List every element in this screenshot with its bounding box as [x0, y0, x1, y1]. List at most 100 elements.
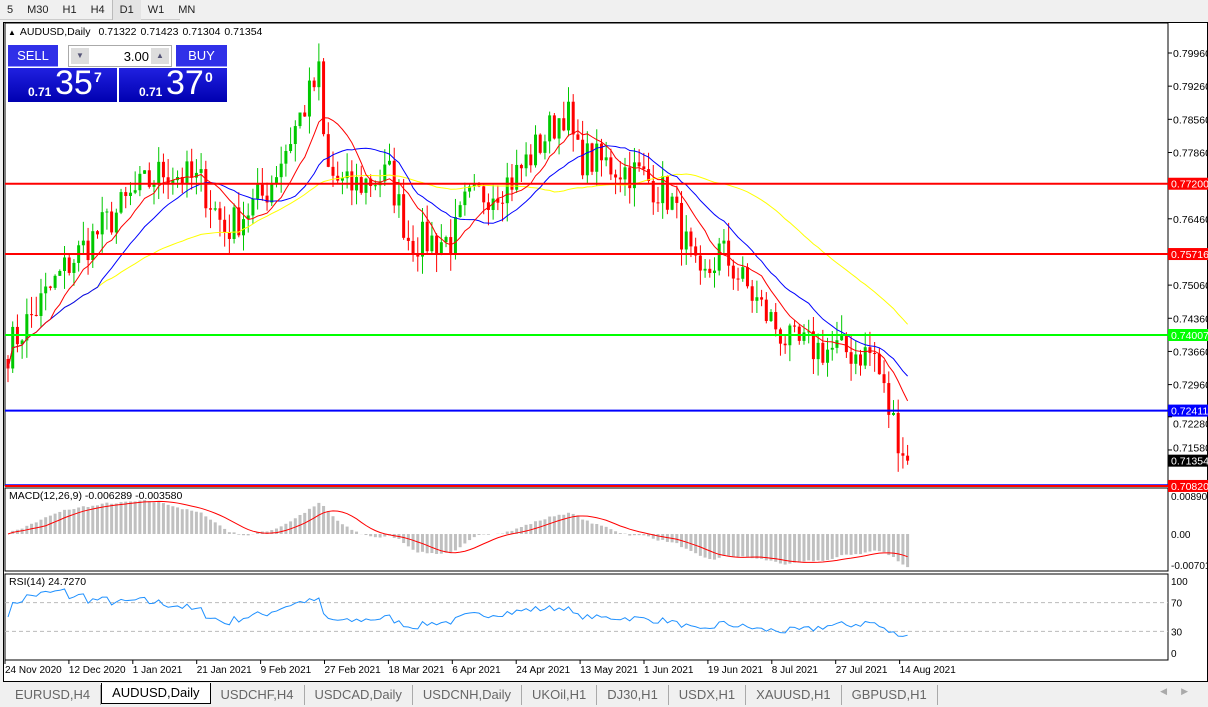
tab-audusd-daily[interactable]: AUDUSD,Daily [101, 683, 211, 704]
macd-bar [67, 509, 71, 534]
candle-body [185, 161, 189, 184]
candle-body [552, 115, 556, 139]
timeframe-w1[interactable]: W1 [147, 4, 165, 16]
macd-bar [887, 534, 891, 556]
sell-price[interactable]: 0.71 35 7 [8, 64, 117, 102]
candle-body [661, 176, 665, 204]
lot-input[interactable] [91, 47, 149, 65]
macd-bar [95, 505, 99, 534]
macd-tick-label: 0.00 [1171, 530, 1191, 541]
candle-body [416, 253, 420, 257]
candle-body [383, 164, 387, 182]
candle-body [232, 207, 236, 239]
lot-decrease-icon[interactable]: ▼ [71, 48, 89, 64]
price-tick-label: 0.71580 [1173, 443, 1208, 455]
macd-bar [166, 504, 170, 534]
candle-body [524, 154, 528, 169]
timeframe-h4[interactable]: H4 [90, 4, 105, 16]
tab-ukoil-h1[interactable]: UKOil,H1 [522, 685, 598, 705]
macd-bar [124, 501, 128, 534]
candle-body [6, 359, 10, 369]
candle-body [901, 453, 905, 456]
candle [284, 144, 288, 177]
candle [180, 167, 184, 194]
candle [105, 208, 109, 230]
candle-body [53, 275, 57, 288]
candle-body [39, 293, 43, 316]
candle [30, 296, 34, 328]
candle [778, 327, 782, 356]
candle-body [425, 221, 429, 252]
price-chart[interactable]: 0.77200 0.75716 0.74007 0.72411 0.70820 0.799… [0, 0, 1208, 683]
macd-bar [110, 503, 114, 534]
tab-gbpusd-h1[interactable]: GBPUSD,H1 [842, 685, 938, 705]
level-label-bg [1168, 479, 1208, 492]
buy-price[interactable]: 0.71 37 0 [119, 64, 227, 102]
timeframe-mn[interactable]: MN [178, 4, 196, 16]
date-tick-label: 6 Apr 2021 [452, 665, 501, 676]
macd-bar [647, 534, 651, 537]
tab-usdchf-h4[interactable]: USDCHF,H4 [211, 685, 305, 705]
lot-increase-icon[interactable]: ▲ [151, 48, 169, 64]
candle [566, 87, 570, 137]
tab-usdx-h1[interactable]: USDX,H1 [669, 685, 747, 705]
tab-usdcnh-daily[interactable]: USDCNH,Daily [413, 685, 523, 705]
candle-body [194, 172, 198, 178]
macd-bar [609, 529, 613, 534]
timeframe-5[interactable]: 5 [7, 4, 14, 16]
rsi-tick-label: 0 [1171, 649, 1177, 660]
lot-stepper[interactable]: ▼ ▲ [68, 45, 172, 67]
candle [571, 94, 575, 152]
timeframe-d1[interactable]: D1 [111, 0, 141, 20]
tab-eurusd-h4[interactable]: EURUSD,H4 [5, 685, 102, 705]
tab-xauusd-h1[interactable]: XAUUSD,H1 [746, 685, 842, 705]
tab-scroll-arrows[interactable]: ◀▶ [1160, 686, 1202, 696]
macd-bar [274, 528, 278, 534]
candle-body [284, 150, 288, 164]
candle-body [566, 101, 570, 131]
candle [345, 153, 349, 189]
macd-bar [482, 534, 486, 535]
candle [760, 289, 764, 307]
candle-body [840, 334, 844, 341]
tab-usdcad-daily[interactable]: USDCAD,Daily [305, 685, 413, 705]
price-tick-label: 0.74360 [1173, 313, 1208, 325]
buy-button[interactable]: BUY [176, 45, 227, 67]
candle [755, 280, 759, 314]
macd-bar [317, 502, 321, 534]
tab-dj30-h1[interactable]: DJ30,H1 [597, 685, 669, 705]
candle-body [270, 182, 274, 203]
candle [826, 337, 830, 377]
candle-body [590, 143, 594, 172]
candle [81, 221, 85, 254]
candle-body [81, 240, 85, 246]
candle [529, 144, 533, 173]
candle-body [326, 134, 330, 167]
timeframe-h1[interactable]: H1 [62, 4, 77, 16]
macd-bar [373, 534, 377, 538]
candle-body [25, 314, 29, 341]
timeframe-m30[interactable]: M30 [27, 4, 49, 16]
ma-slow-line [7, 173, 908, 369]
sell-button[interactable]: SELL [8, 45, 58, 67]
candle-body [209, 208, 213, 210]
candle-body [906, 455, 910, 461]
candle-body [585, 143, 589, 176]
macd-bar [581, 519, 585, 534]
macd-bar [48, 515, 52, 534]
collapse-triangle-icon[interactable]: ▲ [8, 27, 16, 37]
rsi-tick-label: 100 [1171, 577, 1188, 588]
macd-tick-label: -0.00701 [1171, 561, 1208, 572]
candle-body [190, 161, 194, 178]
candle-body [44, 286, 48, 294]
macd-bar [731, 534, 735, 557]
candle [265, 182, 269, 211]
candle-body [859, 354, 863, 366]
candle-body [887, 383, 891, 415]
macd-bar [571, 513, 575, 534]
macd-bar [854, 534, 858, 555]
candle-body [472, 183, 476, 187]
candle [298, 112, 302, 129]
candle-body [501, 202, 505, 204]
candle-body [242, 219, 245, 236]
